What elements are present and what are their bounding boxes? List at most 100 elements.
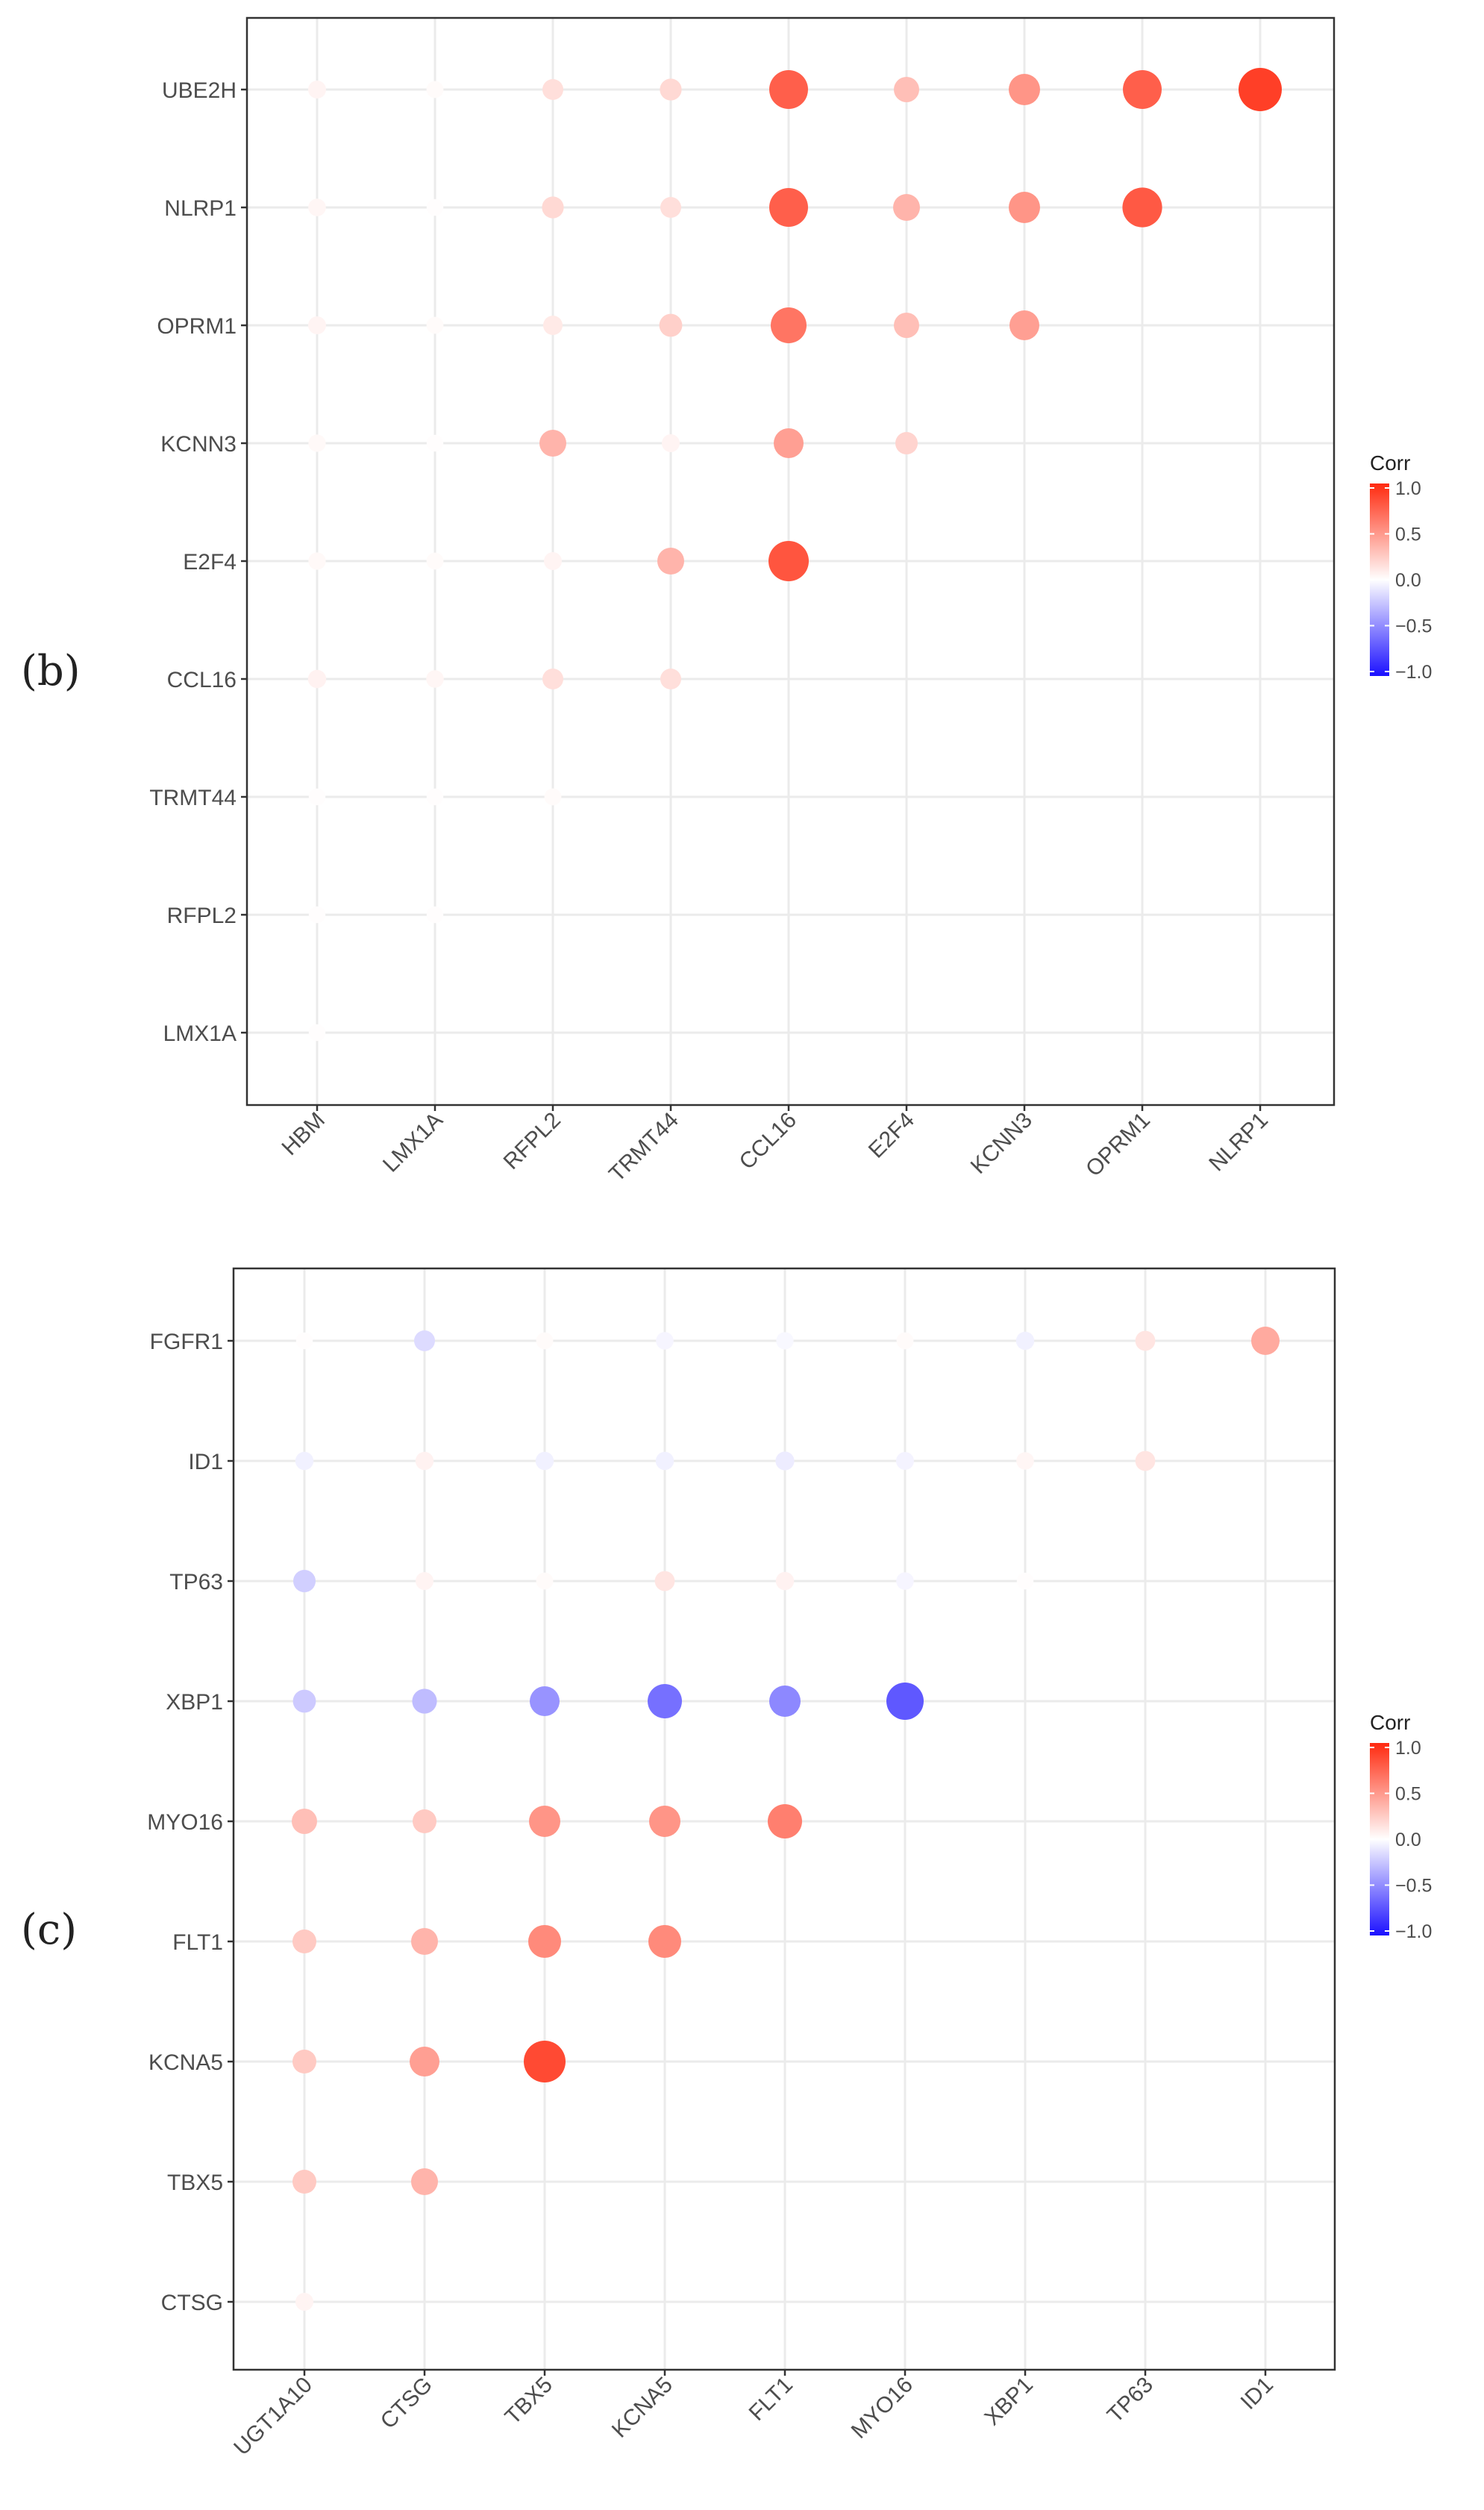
legend-tick-label: 0.5 bbox=[1395, 525, 1421, 545]
data-point: UBE2H / RFPL2: 0.15 bbox=[542, 79, 563, 100]
data-point: OPRM1 / HBM: 0.05 bbox=[308, 316, 326, 334]
y-tick-label: XBP1 bbox=[166, 1690, 223, 1715]
legend-title: Corr bbox=[1370, 1711, 1410, 1734]
data-point: LMX1A / HBM: 0.01 bbox=[308, 1024, 326, 1042]
x-tick-label: NLRP1 bbox=[1204, 1108, 1273, 1177]
data-point: KCNA5 / CTSG: 0.45 bbox=[410, 2047, 439, 2076]
data-point: ID1 / XBP1: 0.04 bbox=[1016, 1452, 1034, 1470]
data-point: RFPL2 / HBM: 0.01 bbox=[308, 906, 326, 924]
data-point: NLRP1 / OPRM1: 0.78 bbox=[1122, 187, 1162, 228]
data-point: E2F4 / LMX1A: 0.02 bbox=[426, 552, 444, 570]
x-tick-label: ID1 bbox=[1236, 2373, 1278, 2414]
x-tick-label: RFPL2 bbox=[499, 1108, 566, 1174]
data-point: TP63 / FLT1: 0.06 bbox=[775, 1571, 795, 1591]
y-axis: FGFR1 ID1 TP63 XBP1 MYO16 FLT1 KCNA5 TBX5 CTSG bbox=[147, 1330, 234, 2315]
data-point: ID1 / FLT1: -0.08 bbox=[775, 1451, 795, 1471]
data-point: TBX5 / UGT1A10: 0.25 bbox=[292, 2170, 316, 2194]
x-axis: UGT1A10 CTSG TBX5 KCNA5 FLT1 MYO16 XBP1 TP63 ID1 bbox=[229, 2370, 1278, 2460]
y-tick-label: FLT1 bbox=[172, 1930, 223, 1955]
data-point: MYO16 / UGT1A10: 0.3 bbox=[292, 1809, 317, 1834]
data-point: FLT1 / CTSG: 0.35 bbox=[411, 1928, 438, 1955]
x-tick-label: CTSG bbox=[376, 2373, 437, 2434]
y-tick-label: MYO16 bbox=[147, 1810, 223, 1835]
data-point: FGFR1 / MYO16: 0.02 bbox=[896, 1332, 914, 1350]
data-point: OPRM1 / RFPL2: 0.1 bbox=[543, 316, 563, 335]
color-legend: Corr 1.0 0.5 0.0 −0.5 −1.0 bbox=[1370, 1711, 1432, 1942]
data-point: FGFR1 / CTSG: -0.15 bbox=[414, 1330, 435, 1351]
y-tick-label: E2F4 bbox=[183, 550, 237, 575]
data-point: UBE2H / TRMT44: 0.18 bbox=[660, 78, 682, 101]
data-point: UBE2H / LMX1A: 0.02 bbox=[426, 81, 444, 98]
data-point: NLRP1 / TRMT44: 0.15 bbox=[660, 197, 681, 218]
color-legend: Corr 1.0 0.5 0.0 −0.5 −1.0 bbox=[1370, 451, 1432, 683]
data-point: FGFR1 / KCNA5: -0.04 bbox=[656, 1332, 674, 1350]
data-point: KCNN3 / RFPL2: 0.35 bbox=[539, 430, 566, 457]
data-point: CCL16 / RFPL2: 0.15 bbox=[542, 669, 563, 689]
y-tick-label: NLRP1 bbox=[164, 196, 237, 221]
y-tick-label: TBX5 bbox=[167, 2171, 223, 2195]
data-point: TBX5 / CTSG: 0.35 bbox=[411, 2168, 438, 2195]
data-point: FGFR1 / ID1: 0.4 bbox=[1251, 1327, 1280, 1355]
data-point: XBP1 / FLT1: -0.5 bbox=[769, 1686, 801, 1717]
y-tick-label: OPRM1 bbox=[157, 314, 237, 339]
data-point: ID1 / MYO16: -0.05 bbox=[896, 1452, 914, 1470]
data-point: FLT1 / TBX5: 0.55 bbox=[528, 1925, 561, 1958]
x-tick-label: UGT1A10 bbox=[229, 2373, 317, 2461]
data-point: TRMT44 / LMX1A: 0.01 bbox=[426, 788, 444, 806]
data-point: NLRP1 / HBM: 0.04 bbox=[308, 198, 326, 216]
x-tick-label: OPRM1 bbox=[1081, 1108, 1155, 1182]
x-tick-label: TRMT44 bbox=[604, 1108, 683, 1187]
data-point: UBE2H / HBM: 0.05 bbox=[308, 81, 326, 98]
x-tick-label: CCL16 bbox=[735, 1108, 801, 1174]
data-point: FGFR1 / TP63: 0.12 bbox=[1135, 1330, 1156, 1351]
data-point: FLT1 / UGT1A10: 0.25 bbox=[292, 1930, 316, 1953]
data-point: ID1 / TBX5: -0.06 bbox=[535, 1451, 554, 1471]
data-point: MYO16 / FLT1: 0.6 bbox=[768, 1804, 802, 1838]
legend-tick-label: −0.5 bbox=[1395, 1876, 1432, 1897]
x-tick-label: KCNA5 bbox=[607, 2373, 677, 2443]
data-point: OPRM1 / CCL16: 0.65 bbox=[771, 307, 807, 343]
data-point: KCNN3 / LMX1A: 0.01 bbox=[426, 434, 444, 452]
y-tick-label: CCL16 bbox=[167, 668, 237, 692]
legend-tick-label: −1.0 bbox=[1395, 662, 1432, 683]
legend-tick-label: 1.0 bbox=[1395, 478, 1421, 499]
data-point: NLRP1 / CCL16: 0.75 bbox=[769, 188, 808, 227]
data-point: TP63 / CTSG: 0.05 bbox=[416, 1572, 433, 1590]
data-point: UBE2H / NLRP1: 0.9 bbox=[1239, 68, 1282, 111]
legend-tick-label: 0.0 bbox=[1395, 570, 1421, 591]
panel-c: (c) FGFR1 / UGT1A10: 0.01 FGFR1 / CTSG: -0… bbox=[21, 1267, 1432, 2460]
data-points: FGFR1 / UGT1A10: 0.01 FGFR1 / CTSG: -0.15… bbox=[292, 1327, 1280, 2311]
data-point: ID1 / CTSG: 0.06 bbox=[415, 1451, 434, 1471]
data-point: CCL16 / HBM: 0.06 bbox=[307, 669, 327, 689]
y-tick-label: ID1 bbox=[188, 1450, 223, 1474]
data-point: KCNN3 / E2F4: 0.2 bbox=[895, 432, 918, 454]
data-point: KCNN3 / CCL16: 0.45 bbox=[774, 428, 804, 458]
data-point: TP63 / TBX5: 0.02 bbox=[536, 1572, 554, 1590]
data-point: FGFR1 / TBX5: 0.02 bbox=[536, 1332, 554, 1350]
data-point: KCNA5 / UGT1A10: 0.25 bbox=[292, 2050, 316, 2074]
data-point: MYO16 / KCNA5: 0.5 bbox=[649, 1806, 680, 1837]
data-point: UBE2H / CCL16: 0.75 bbox=[769, 70, 808, 109]
legend-title: Corr bbox=[1370, 451, 1410, 475]
data-point: TP63 / KCNA5: 0.12 bbox=[654, 1571, 675, 1592]
panel-label: (c) bbox=[21, 1906, 77, 1954]
legend-tick-label: −0.5 bbox=[1395, 616, 1432, 637]
x-tick-label: HBM bbox=[277, 1108, 329, 1160]
data-point: XBP1 / UGT1A10: -0.22 bbox=[292, 1689, 316, 1713]
y-tick-label: UBE2H bbox=[162, 78, 237, 103]
legend-tick-label: 1.0 bbox=[1395, 1738, 1421, 1759]
data-point: TRMT44 / HBM: 0.01 bbox=[308, 788, 326, 806]
data-point: TP63 / XBP1: 0.01 bbox=[1016, 1572, 1034, 1590]
x-tick-label: E2F4 bbox=[864, 1108, 919, 1163]
y-tick-label: TRMT44 bbox=[149, 786, 237, 810]
panel-label: (b) bbox=[21, 647, 81, 695]
data-point: NLRP1 / RFPL2: 0.18 bbox=[542, 196, 564, 219]
data-point: E2F4 / CCL16: 0.8 bbox=[768, 541, 809, 581]
data-point: TRMT44 / RFPL2: 0.02 bbox=[544, 788, 562, 806]
y-tick-label: KCNN3 bbox=[160, 432, 237, 457]
data-point: E2F4 / TRMT44: 0.35 bbox=[657, 548, 684, 575]
data-point: NLRP1 / KCNN3: 0.5 bbox=[1009, 192, 1040, 223]
y-tick-label: RFPL2 bbox=[167, 904, 237, 928]
data-point: XBP1 / MYO16: -0.7 bbox=[886, 1683, 924, 1720]
